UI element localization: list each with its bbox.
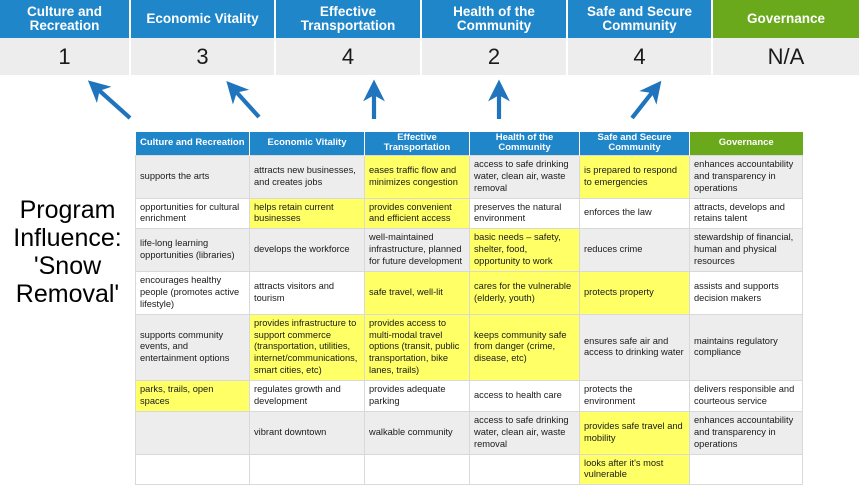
matrix-cell: access to safe drinking water, clean air… — [469, 410, 580, 455]
matrix-cell: enhances accountability and transparency… — [689, 410, 803, 455]
matrix-cell: provides infrastructure to support comme… — [249, 313, 365, 382]
matrix-col-header-safe-and-secure-community[interactable]: Safe and Secure Community — [579, 132, 690, 156]
matrix-cell: supports community events, and entertain… — [135, 313, 250, 382]
scorecard-value-health-of-the-community: 2 — [422, 38, 568, 75]
matrix-cell: vibrant downtown — [249, 410, 365, 455]
matrix-cell: life-long learning opportunities (librar… — [135, 228, 250, 272]
scorecard-value-economic-vitality: 3 — [131, 38, 276, 75]
matrix-cell: helps retain current businesses — [249, 197, 365, 230]
arrow-1-up-left — [87, 80, 132, 120]
matrix-cell — [135, 410, 250, 455]
caption-line-3: 'Snow — [33, 252, 102, 280]
matrix-cell — [249, 453, 365, 485]
matrix-cell: enhances accountability and transparency… — [689, 154, 803, 199]
matrix-cell: supports the arts — [135, 154, 250, 199]
matrix-cell: safe travel, well-lit — [364, 271, 470, 315]
matrix-row: supports community events, and entertain… — [135, 313, 803, 382]
arrow-layer — [87, 79, 662, 120]
matrix-cell: regulates growth and development — [249, 380, 365, 412]
matrix-cell: keeps community safe from danger (crime,… — [469, 313, 580, 382]
matrix-cell: ensures safe air and access to drinking … — [579, 313, 690, 382]
matrix-cell: encourages healthy people (promotes acti… — [135, 271, 250, 315]
matrix-col-header-effective-transportation[interactable]: Effective Transportation — [364, 132, 470, 156]
matrix-cell: parks, trails, open spaces — [135, 380, 250, 412]
matrix-cell: walkable community — [364, 410, 470, 455]
matrix-row: life-long learning opportunities (librar… — [135, 228, 803, 272]
scorecard-header-safe-and-secure-community[interactable]: Safe and Secure Community — [568, 0, 713, 38]
matrix-row: opportunities for cultural enrichment hel… — [135, 197, 803, 230]
matrix-cell: reduces crime — [579, 228, 690, 272]
scorecard-value-safe-and-secure-community: 4 — [568, 38, 713, 75]
scorecard-value-culture-and-recreation: 1 — [0, 38, 131, 75]
matrix-cell: basic needs – safety, shelter, food, opp… — [469, 228, 580, 272]
program-influence-caption: Program Influence: 'Snow Removal' — [2, 196, 133, 308]
arrow-5-up-right — [630, 80, 662, 120]
scorecard-header-health-of-the-community[interactable]: Health of the Community — [422, 0, 568, 38]
matrix-cell: eases traffic flow and minimizes congest… — [364, 154, 470, 199]
matrix-cell: develops the workforce — [249, 228, 365, 272]
matrix-cell — [689, 453, 803, 485]
matrix-cell: opportunities for cultural enrichment — [135, 197, 250, 230]
scorecard-header-effective-transportation[interactable]: Effective Transportation — [276, 0, 422, 38]
scorecard-value-row: 1 3 4 2 4 N/A — [0, 38, 859, 75]
matrix-cell: provides access to multi-modal travel op… — [364, 313, 470, 382]
matrix-row: vibrant downtown walkable community access… — [135, 410, 803, 455]
matrix-row: encourages healthy people (promotes acti… — [135, 271, 803, 315]
matrix-cell: attracts visitors and tourism — [249, 271, 365, 315]
scorecard-header-governance[interactable]: Governance — [713, 0, 859, 38]
scorecard-value-governance: N/A — [713, 38, 859, 75]
matrix-cell: provides safe travel and mobility — [579, 410, 690, 455]
matrix-cell: maintains regulatory compliance — [689, 313, 803, 382]
matrix-col-header-economic-vitality[interactable]: Economic Vitality — [249, 132, 365, 156]
caption-line-2: Influence: — [13, 224, 122, 252]
matrix-cell: protects the environment — [579, 380, 690, 412]
matrix-row: supports the arts attracts new businesses… — [135, 154, 803, 199]
matrix-header-row: Culture and Recreation Economic Vitality… — [135, 132, 803, 156]
matrix-cell: access to health care — [469, 380, 580, 412]
scorecard-header-row: Culture and Recreation Economic Vitality… — [0, 0, 859, 38]
matrix-cell: protects property — [579, 271, 690, 315]
matrix-cell: delivers responsible and courteous servi… — [689, 380, 803, 412]
matrix-cell: preserves the natural environment — [469, 197, 580, 230]
scorecard-header-culture-and-recreation[interactable]: Culture and Recreation — [0, 0, 131, 38]
matrix-cell: provides convenient and efficient access — [364, 197, 470, 230]
caption-line-4: Removal' — [15, 280, 120, 308]
caption-line-1: Program — [19, 196, 116, 224]
matrix-cell: cares for the vulnerable (elderly, youth… — [469, 271, 580, 315]
matrix-cell: provides adequate parking — [364, 380, 470, 412]
matrix-cell: is prepared to respond to emergencies — [579, 154, 690, 199]
strategic-pillars-scorecard: Culture and Recreation Economic Vitality… — [0, 0, 859, 75]
matrix-col-header-health-of-the-community[interactable]: Health of the Community — [469, 132, 580, 156]
program-influence-matrix: Culture and Recreation Economic Vitality… — [135, 132, 803, 485]
scorecard-header-economic-vitality[interactable]: Economic Vitality — [131, 0, 276, 38]
matrix-cell: access to safe drinking water, clean air… — [469, 154, 580, 199]
matrix-body: supports the arts attracts new businesses… — [135, 154, 803, 485]
matrix-cell — [364, 453, 470, 485]
matrix-cell — [469, 453, 580, 485]
matrix-cell: stewardship of financial, human and phys… — [689, 228, 803, 272]
matrix-row: looks after it's most vulnerable — [135, 453, 803, 485]
matrix-row: parks, trails, open spaces regulates grow… — [135, 380, 803, 412]
arrow-2-up-left — [226, 80, 261, 119]
matrix-cell: attracts, develops and retains talent — [689, 197, 803, 230]
matrix-cell: well-maintained infrastructure, planned … — [364, 228, 470, 272]
matrix-cell: attracts new businesses, and creates job… — [249, 154, 365, 199]
matrix-cell: looks after it's most vulnerable — [579, 453, 690, 485]
matrix-cell: assists and supports decision makers — [689, 271, 803, 315]
matrix-col-header-culture-and-recreation[interactable]: Culture and Recreation — [135, 132, 250, 156]
matrix-cell: enforces the law — [579, 197, 690, 230]
matrix-cell — [135, 453, 250, 485]
scorecard-value-effective-transportation: 4 — [276, 38, 422, 75]
matrix-col-header-governance[interactable]: Governance — [689, 132, 803, 156]
